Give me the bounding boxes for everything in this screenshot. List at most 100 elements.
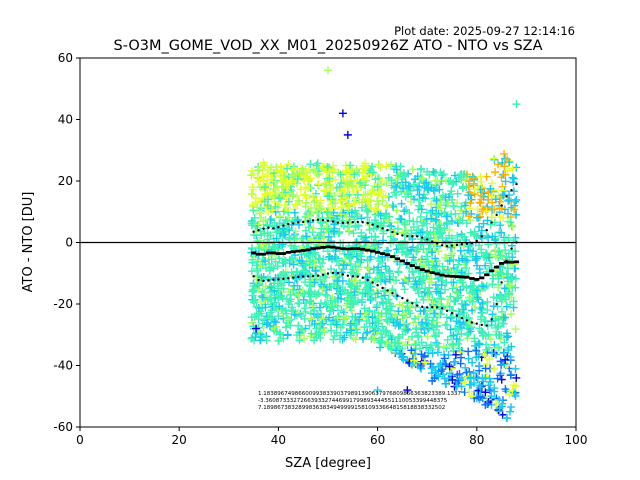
scatter-point — [461, 300, 470, 309]
mean-marker — [290, 250, 296, 254]
scatter-point — [337, 185, 346, 194]
scatter-point — [401, 178, 410, 187]
scatter-point — [339, 260, 348, 269]
scatter-point — [400, 207, 409, 216]
scatter-point — [507, 342, 516, 351]
mean-marker — [474, 278, 480, 281]
scatter-point — [381, 191, 390, 200]
scatter-point — [363, 328, 372, 337]
scatter-point — [491, 316, 500, 325]
scatter-point — [454, 260, 463, 269]
scatter-point — [343, 222, 352, 231]
scatter-point — [397, 353, 406, 362]
scatter-point — [329, 161, 338, 170]
scatter-point — [347, 282, 356, 291]
scatter-point — [277, 166, 286, 175]
upper-marker — [500, 204, 503, 207]
scatter-point — [449, 255, 458, 264]
scatter-point — [257, 273, 266, 282]
mean-marker — [429, 271, 435, 275]
scatter-point — [310, 336, 319, 345]
scatter-point — [377, 309, 386, 318]
lower-marker — [371, 281, 374, 284]
upper-marker — [391, 230, 394, 234]
scatter-point — [405, 216, 414, 225]
scatter-point — [396, 320, 405, 329]
scatter-point — [377, 187, 386, 196]
upper-marker — [411, 235, 414, 238]
scatter-point — [336, 239, 345, 248]
scatter-point — [438, 262, 447, 271]
scatter-point — [275, 219, 284, 228]
scatter-point — [432, 196, 441, 205]
scatter-point — [357, 252, 366, 261]
scatter-point — [473, 261, 482, 270]
upper-marker — [386, 229, 389, 232]
scatter-point — [333, 313, 342, 322]
scatter-point — [362, 329, 371, 338]
scatter-point — [440, 224, 449, 233]
lower-marker — [361, 276, 364, 280]
scatter-point — [476, 199, 485, 208]
scatter-point — [423, 252, 432, 261]
scatter-point — [284, 160, 293, 169]
scatter-point — [404, 277, 413, 286]
scatter-point — [292, 331, 301, 340]
upper-marker — [505, 195, 508, 198]
y-axis: 60 40 20 0 -20 -40 -60 — [53, 51, 80, 434]
scatter-point — [405, 209, 414, 218]
scatter-point — [501, 385, 510, 394]
lower-marker — [381, 286, 384, 290]
scatter-point — [325, 252, 334, 261]
scatter-point — [383, 202, 392, 211]
scatter-point — [444, 199, 453, 208]
scatter-point — [323, 208, 332, 217]
scatter-point — [508, 164, 517, 173]
scatter-point — [512, 210, 521, 219]
scatter-point — [326, 213, 335, 222]
scatter-point — [358, 168, 367, 177]
upper-marker — [435, 242, 439, 245]
scatter-point — [431, 243, 440, 252]
scatter-point — [511, 283, 520, 292]
scatter-point — [404, 182, 413, 191]
scatter-point — [323, 192, 332, 201]
scatter-point — [494, 160, 503, 169]
scatter-point — [324, 66, 332, 75]
scatter-point — [506, 281, 515, 290]
scatter-point — [488, 280, 497, 289]
scatter-point — [372, 206, 381, 215]
scatter-point — [274, 336, 283, 345]
scatter-point — [358, 333, 367, 342]
scatter-point — [337, 179, 346, 188]
scatter-point — [344, 202, 353, 211]
scatter-point — [456, 246, 465, 255]
scatter-point — [429, 313, 438, 322]
scatter-point — [320, 327, 329, 336]
scatter-point — [492, 239, 501, 248]
lower-marker — [287, 276, 290, 280]
scatter-point — [467, 392, 476, 401]
scatter-point — [457, 382, 466, 391]
scatter-point — [486, 184, 495, 193]
lower-marker — [500, 281, 503, 284]
lower-marker — [505, 259, 508, 263]
scatter-point — [501, 170, 510, 179]
scatter-point — [323, 291, 332, 300]
scatter-point — [273, 167, 282, 176]
scatter-point — [438, 191, 447, 200]
upper-marker — [252, 230, 255, 233]
scatter-point — [285, 278, 294, 287]
scatter-point — [342, 213, 351, 222]
lower-marker — [252, 275, 255, 278]
scatter-point — [485, 253, 494, 262]
scatter-point — [448, 375, 457, 384]
scatter-point — [372, 287, 381, 296]
scatter-point — [252, 324, 261, 333]
scatter-point — [352, 186, 361, 195]
upper-marker — [490, 221, 493, 224]
scatter-point — [477, 226, 486, 235]
scatter-point — [480, 283, 489, 292]
scatter-point — [368, 162, 377, 171]
scatter-point — [365, 287, 374, 296]
